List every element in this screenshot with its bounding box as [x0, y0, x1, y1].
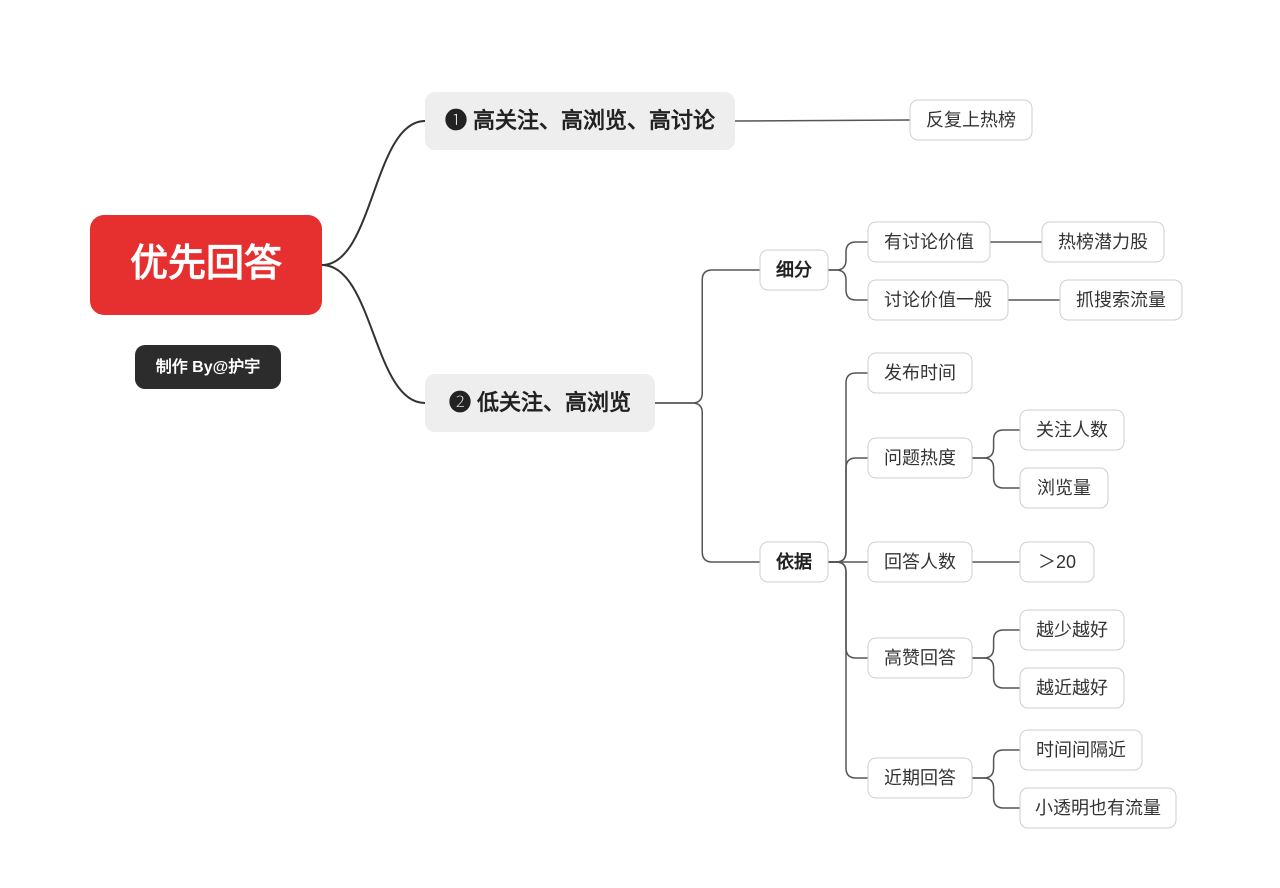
mindmap-canvas: 优先回答制作 By@护宇 ❶ 高关注、高浏览、高讨论 反复上热榜 ❷ 低关注、高浏览 细…	[0, 0, 1280, 888]
credit-node-label: 制作 By@护宇	[156, 357, 261, 376]
branch-node-2-label: ❷ 低关注、高浏览	[449, 390, 631, 415]
item-g1i1-label: 有讨论价值	[884, 232, 974, 252]
group-g2-label: 依据	[776, 551, 812, 572]
leaf-g2i5c1-label: 时间间隔近	[1036, 740, 1126, 760]
leaf-g1i2c1-label: 抓搜索流量	[1076, 290, 1166, 310]
item-g2i4-label: 高赞回答	[884, 648, 956, 668]
root-node-label: 优先回答	[130, 243, 283, 285]
leaf-g1i1c1-label: 热榜潜力股	[1058, 232, 1148, 252]
leaf-g2i2c1-label: 关注人数	[1036, 420, 1108, 440]
item-g2i2-label: 问题热度	[884, 448, 956, 468]
leaf-g2i4c1-label: 越少越好	[1036, 620, 1108, 640]
leaf-g2i3c1-label: ＞20	[1038, 552, 1076, 572]
leaf-g2i2c2-label: 浏览量	[1037, 478, 1091, 498]
item-g1i2-label: 讨论价值一般	[884, 290, 992, 310]
branch-node-1-label: ❶ 高关注、高浏览、高讨论	[445, 108, 716, 133]
item-g2i1-label: 发布时间	[884, 363, 956, 383]
item-g2i3-label: 回答人数	[884, 552, 956, 572]
leaf-b1-0-label: 反复上热榜	[926, 110, 1016, 130]
leaf-g2i5c2-label: 小透明也有流量	[1035, 798, 1161, 818]
item-g2i5-label: 近期回答	[884, 768, 956, 788]
leaf-g2i4c2-label: 越近越好	[1036, 678, 1108, 698]
group-g1-label: 细分	[776, 259, 812, 280]
